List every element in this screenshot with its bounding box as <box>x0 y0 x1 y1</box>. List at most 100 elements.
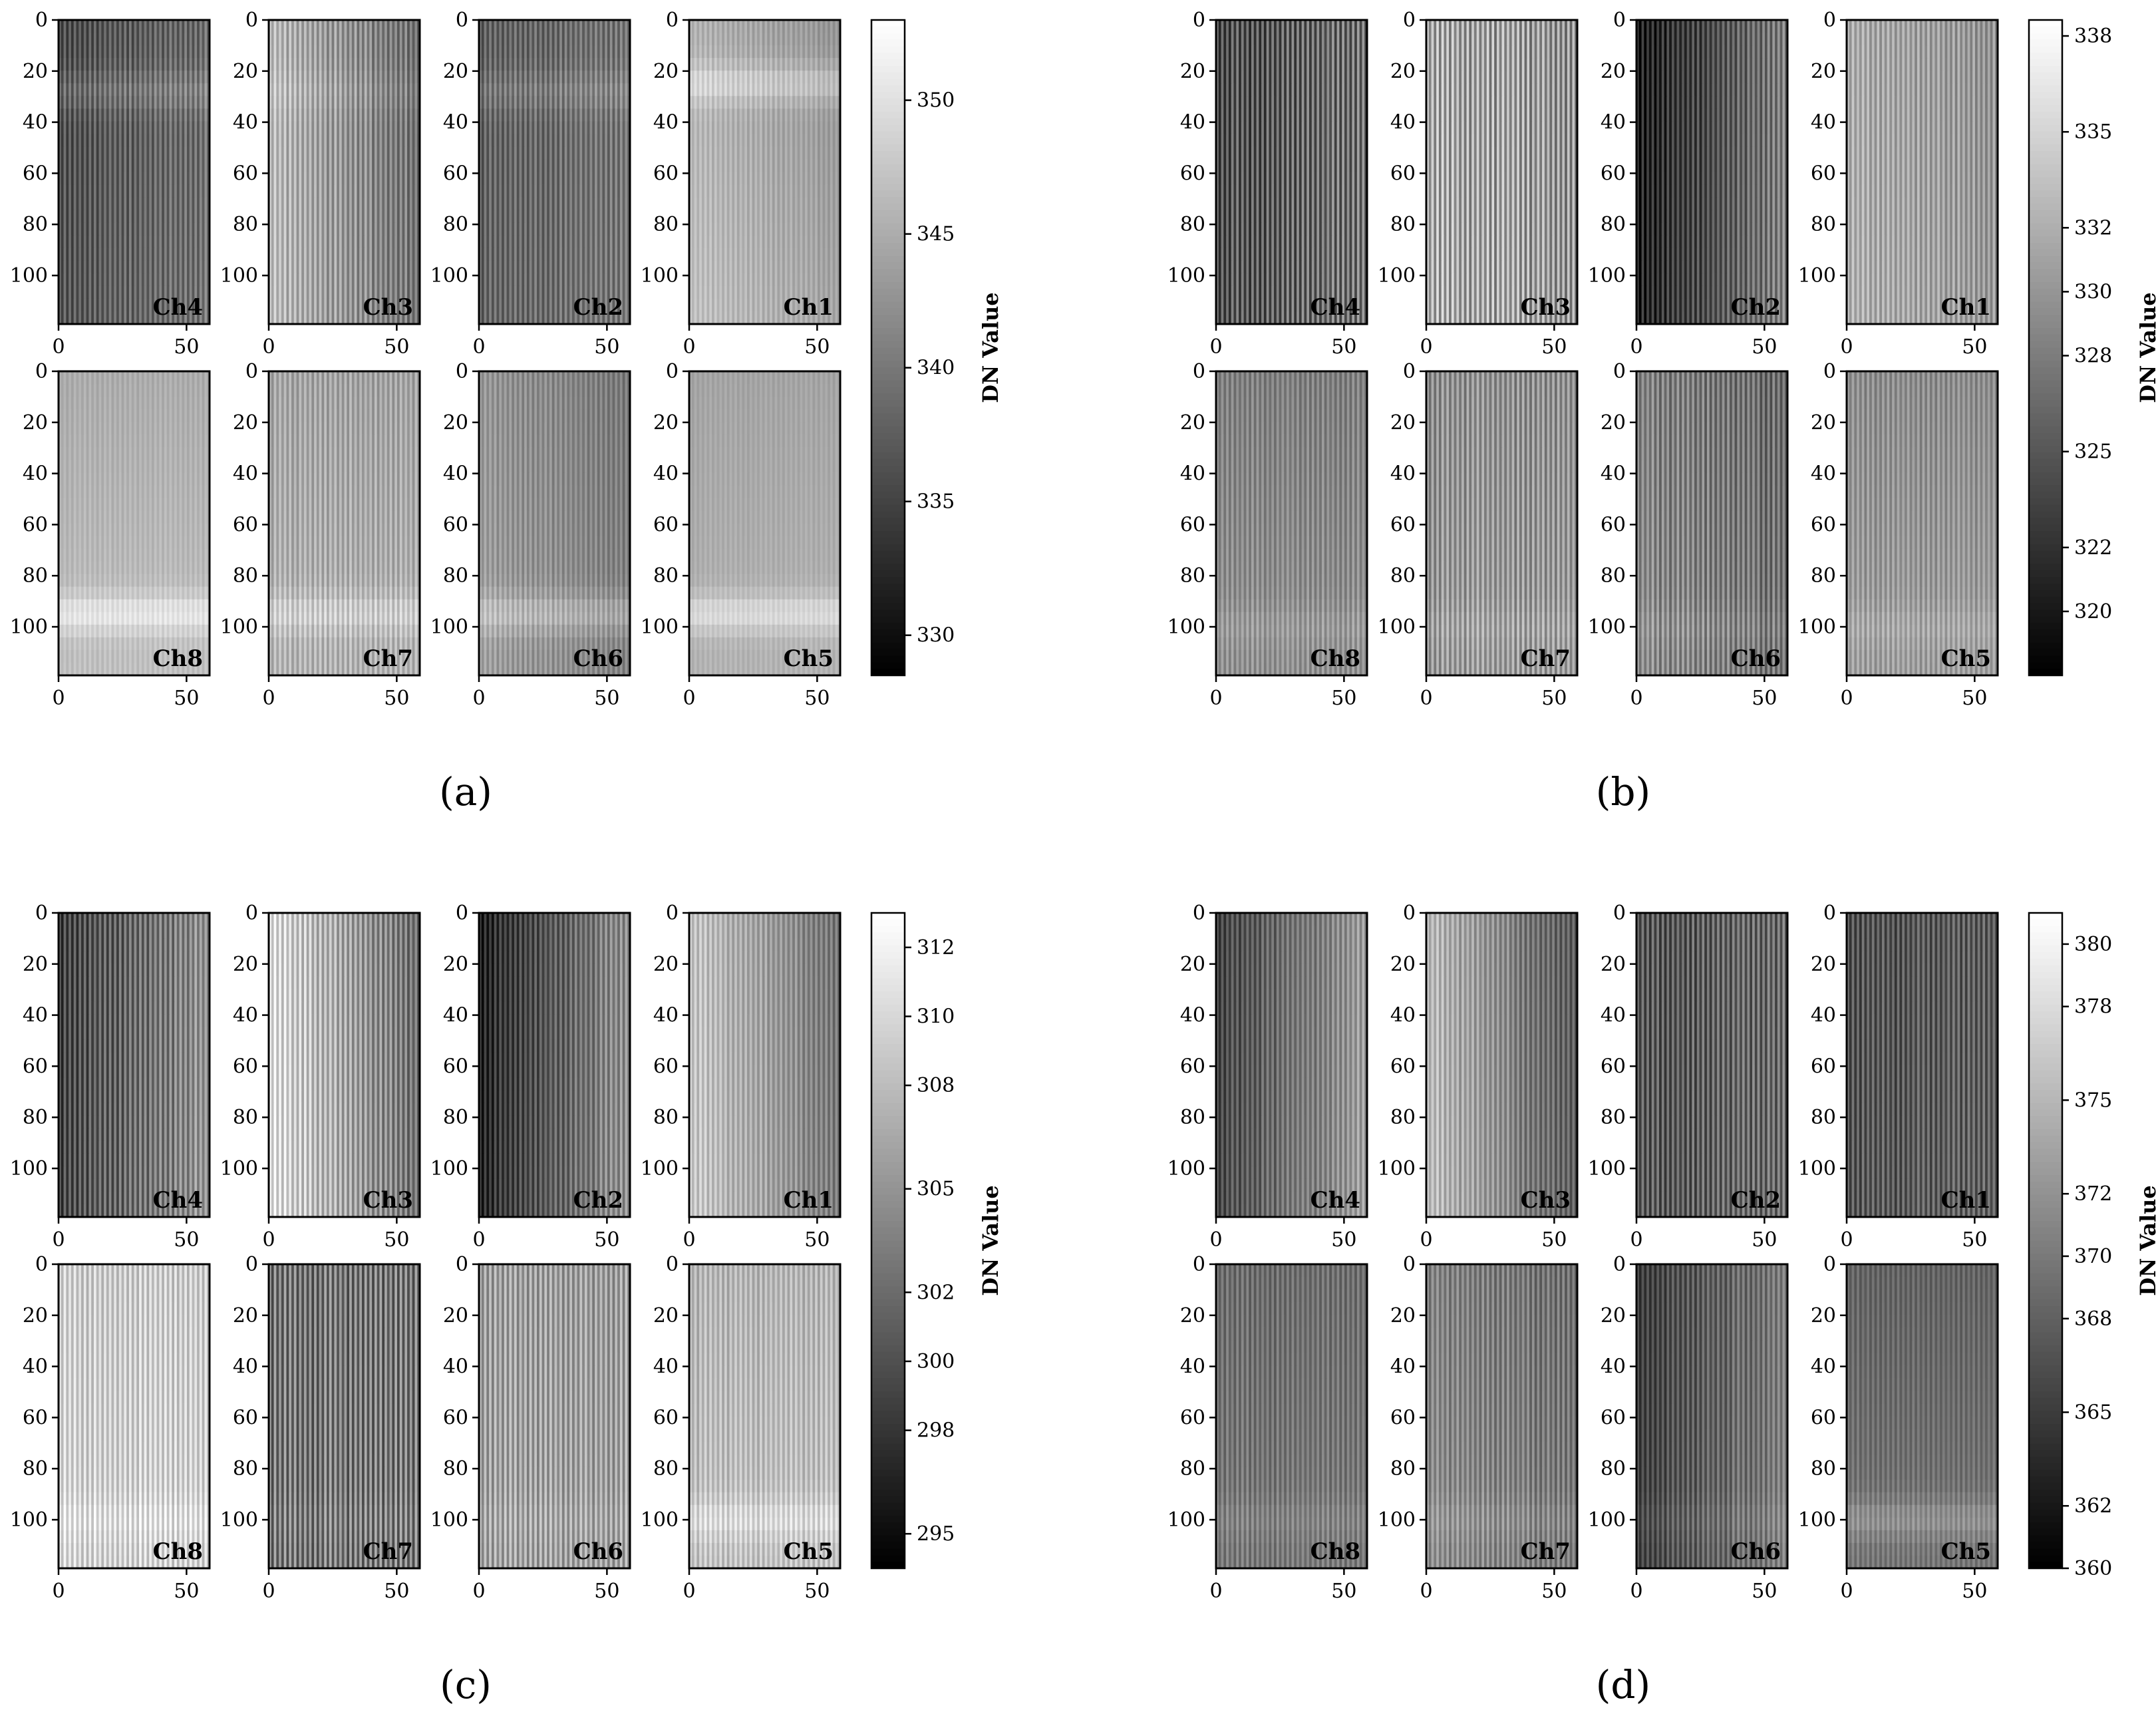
heatmap-cell <box>122 121 124 134</box>
heatmap-cell <box>78 58 81 71</box>
heatmap-cell <box>66 33 69 46</box>
heatmap-cell <box>116 33 119 46</box>
heatmap-cell <box>96 20 99 33</box>
heatmap-cell <box>124 146 126 160</box>
heatmap-cell <box>157 58 160 71</box>
heatmap-cell <box>157 108 160 122</box>
heatmap-cell <box>99 121 102 134</box>
heatmap-cell <box>139 134 142 147</box>
heatmap-cell <box>69 108 71 122</box>
heatmap-cell <box>122 45 124 59</box>
heatmap-cell <box>157 71 160 84</box>
heatmap-cell <box>86 146 89 160</box>
heatmap-cell <box>124 45 126 59</box>
heatmap-cell <box>157 45 160 59</box>
heatmap-cell <box>162 71 164 84</box>
heatmap-cell <box>197 20 200 33</box>
heatmap-cell <box>66 58 69 71</box>
heatmap-cell <box>187 33 190 46</box>
heatmap-cell <box>66 146 69 160</box>
heatmap-cell <box>106 121 109 134</box>
heatmap-cell <box>167 33 170 46</box>
heatmap-cell <box>174 96 177 109</box>
heatmap-cell <box>101 83 104 96</box>
heatmap-cell <box>114 108 116 122</box>
heatmap-cell <box>81 108 84 122</box>
heatmap-cell <box>74 33 77 46</box>
heatmap-cell <box>146 134 149 147</box>
heatmap-cell <box>84 83 86 96</box>
heatmap-cell <box>106 71 109 84</box>
heatmap-cell <box>162 121 164 134</box>
heatmap-cell <box>190 121 192 134</box>
heatmap-cell <box>94 121 96 134</box>
heatmap-cell <box>139 45 142 59</box>
heatmap-cell <box>66 121 69 134</box>
heatmap-cell <box>194 58 197 71</box>
heatmap-cell <box>104 134 106 147</box>
heatmap-cell <box>202 33 205 46</box>
heatmap-cell <box>187 108 190 122</box>
heatmap-cell <box>154 121 157 134</box>
heatmap-cell <box>126 58 129 71</box>
heatmap-cell <box>146 121 149 134</box>
heatmap-cell <box>182 108 184 122</box>
heatmap-cell <box>81 71 84 84</box>
heatmap-cell <box>190 96 192 109</box>
heatmap-cell <box>94 20 96 33</box>
heatmap-cell <box>122 58 124 71</box>
heatmap-cell <box>109 83 112 96</box>
heatmap-cell <box>96 83 99 96</box>
heatmap-cell <box>104 146 106 160</box>
heatmap-cell <box>142 33 144 46</box>
heatmap-cell <box>81 33 84 46</box>
heatmap-cell <box>149 134 152 147</box>
heatmap-cell <box>71 83 74 96</box>
heatmap-cell <box>101 20 104 33</box>
heatmap-cell <box>84 71 86 84</box>
heatmap-cell <box>109 108 112 122</box>
heatmap-cell <box>86 58 89 71</box>
heatmap-cell <box>200 134 202 147</box>
heatmap-cell <box>86 134 89 147</box>
heatmap-cell <box>86 121 89 134</box>
heatmap-cell <box>66 71 69 84</box>
heatmap-cell <box>149 96 152 109</box>
heatmap-cell <box>86 71 89 84</box>
heatmap-cell <box>132 146 134 160</box>
heatmap-cell <box>101 108 104 122</box>
heatmap-cell <box>88 121 91 134</box>
heatmap-cell <box>124 134 126 147</box>
heatmap-cell <box>172 121 174 134</box>
heatmap-cell <box>74 83 77 96</box>
heatmap-cell <box>122 20 124 33</box>
heatmap-cell <box>174 58 177 71</box>
heatmap-cell <box>139 146 142 160</box>
heatmap-cell <box>124 121 126 134</box>
heatmap-cell <box>126 20 129 33</box>
heatmap-cell <box>104 121 106 134</box>
heatmap-cell <box>104 58 106 71</box>
heatmap-cell <box>61 71 64 84</box>
heatmap-cell <box>74 146 77 160</box>
heatmap-cell <box>154 146 157 160</box>
heatmap-cell <box>64 58 67 71</box>
heatmap-cell <box>88 58 91 71</box>
heatmap-cell <box>116 83 119 96</box>
heatmap-cell <box>114 96 116 109</box>
heatmap-cell <box>154 45 157 59</box>
heatmap-cell <box>154 134 157 147</box>
heatmap-cell <box>154 71 157 84</box>
heatmap-cell <box>84 20 86 33</box>
heatmap-cell <box>122 96 124 109</box>
heatmap-cell <box>187 71 190 84</box>
heatmap-cell <box>187 121 190 134</box>
heatmap-cell <box>136 96 139 109</box>
heatmap-cell <box>101 96 104 109</box>
heatmap-cell <box>204 45 207 59</box>
heatmap-cell <box>88 96 91 109</box>
heatmap-cell <box>86 108 89 122</box>
heatmap-cell <box>204 83 207 96</box>
heatmap-cell <box>122 33 124 46</box>
